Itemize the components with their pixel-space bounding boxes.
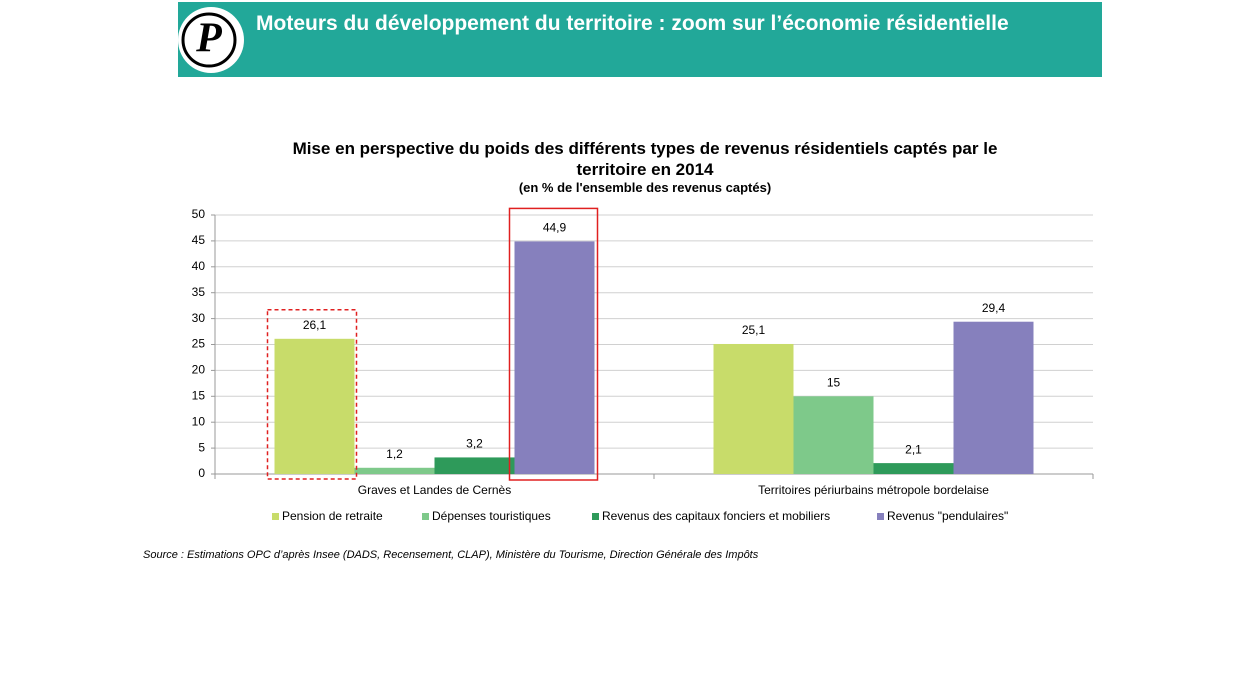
bar [434,457,515,474]
y-tick-label: 25 [192,337,206,351]
legend-swatch [272,513,279,520]
bar [793,396,874,474]
value-label: 3,2 [466,437,483,451]
legend-swatch [592,513,599,520]
chart-subtitle: (en % de l'ensemble des revenus captés) [518,180,772,195]
value-label: 2,1 [905,442,922,456]
legend-label: Revenus des capitaux fonciers et mobilie… [602,509,830,523]
source-note: Source : Estimations OPC d’après Insee (… [143,549,759,561]
highlight-box [508,207,599,481]
value-label: 15 [827,375,841,389]
bar [873,463,954,474]
value-label: 25,1 [742,323,766,337]
svg-text:P: P [195,16,222,62]
y-tick-label: 30 [192,311,206,325]
y-tick-label: 20 [192,363,206,377]
logo: P [178,7,244,73]
legend-swatch [422,513,429,520]
y-tick-label: 0 [198,466,205,480]
value-label: 1,2 [386,447,403,461]
x-tick-label: Territoires périurbains métropole bordel… [758,483,989,497]
x-tick-label: Graves et Landes de Cernès [358,483,511,497]
bar [354,467,435,474]
value-label: 29,4 [982,301,1006,315]
highlight-dashed [266,309,358,480]
y-tick-label: 15 [192,388,206,402]
legend-label: Dépenses touristiques [432,509,551,523]
legend-swatch [877,513,884,520]
header-title: Moteurs du développement du territoire :… [256,12,1009,35]
legend-label: Pension de retraite [282,509,383,523]
legend-label: Revenus "pendulaires" [887,509,1008,523]
y-tick-label: 5 [198,440,205,454]
y-tick-label: 45 [192,233,206,247]
bar [274,338,355,474]
y-tick-label: 35 [192,285,206,299]
bar [713,343,794,474]
y-tick-label: 10 [192,414,206,428]
value-label: 44,9 [543,221,567,235]
bar [953,321,1034,474]
header-bar: P Moteurs du développement du territoire… [178,2,1102,77]
y-tick-label: 40 [192,259,206,273]
chart-title: Mise en perspective du poids des différe… [292,139,998,179]
value-label: 26,1 [303,318,327,332]
y-tick-label: 50 [192,207,206,221]
bar [514,241,595,474]
